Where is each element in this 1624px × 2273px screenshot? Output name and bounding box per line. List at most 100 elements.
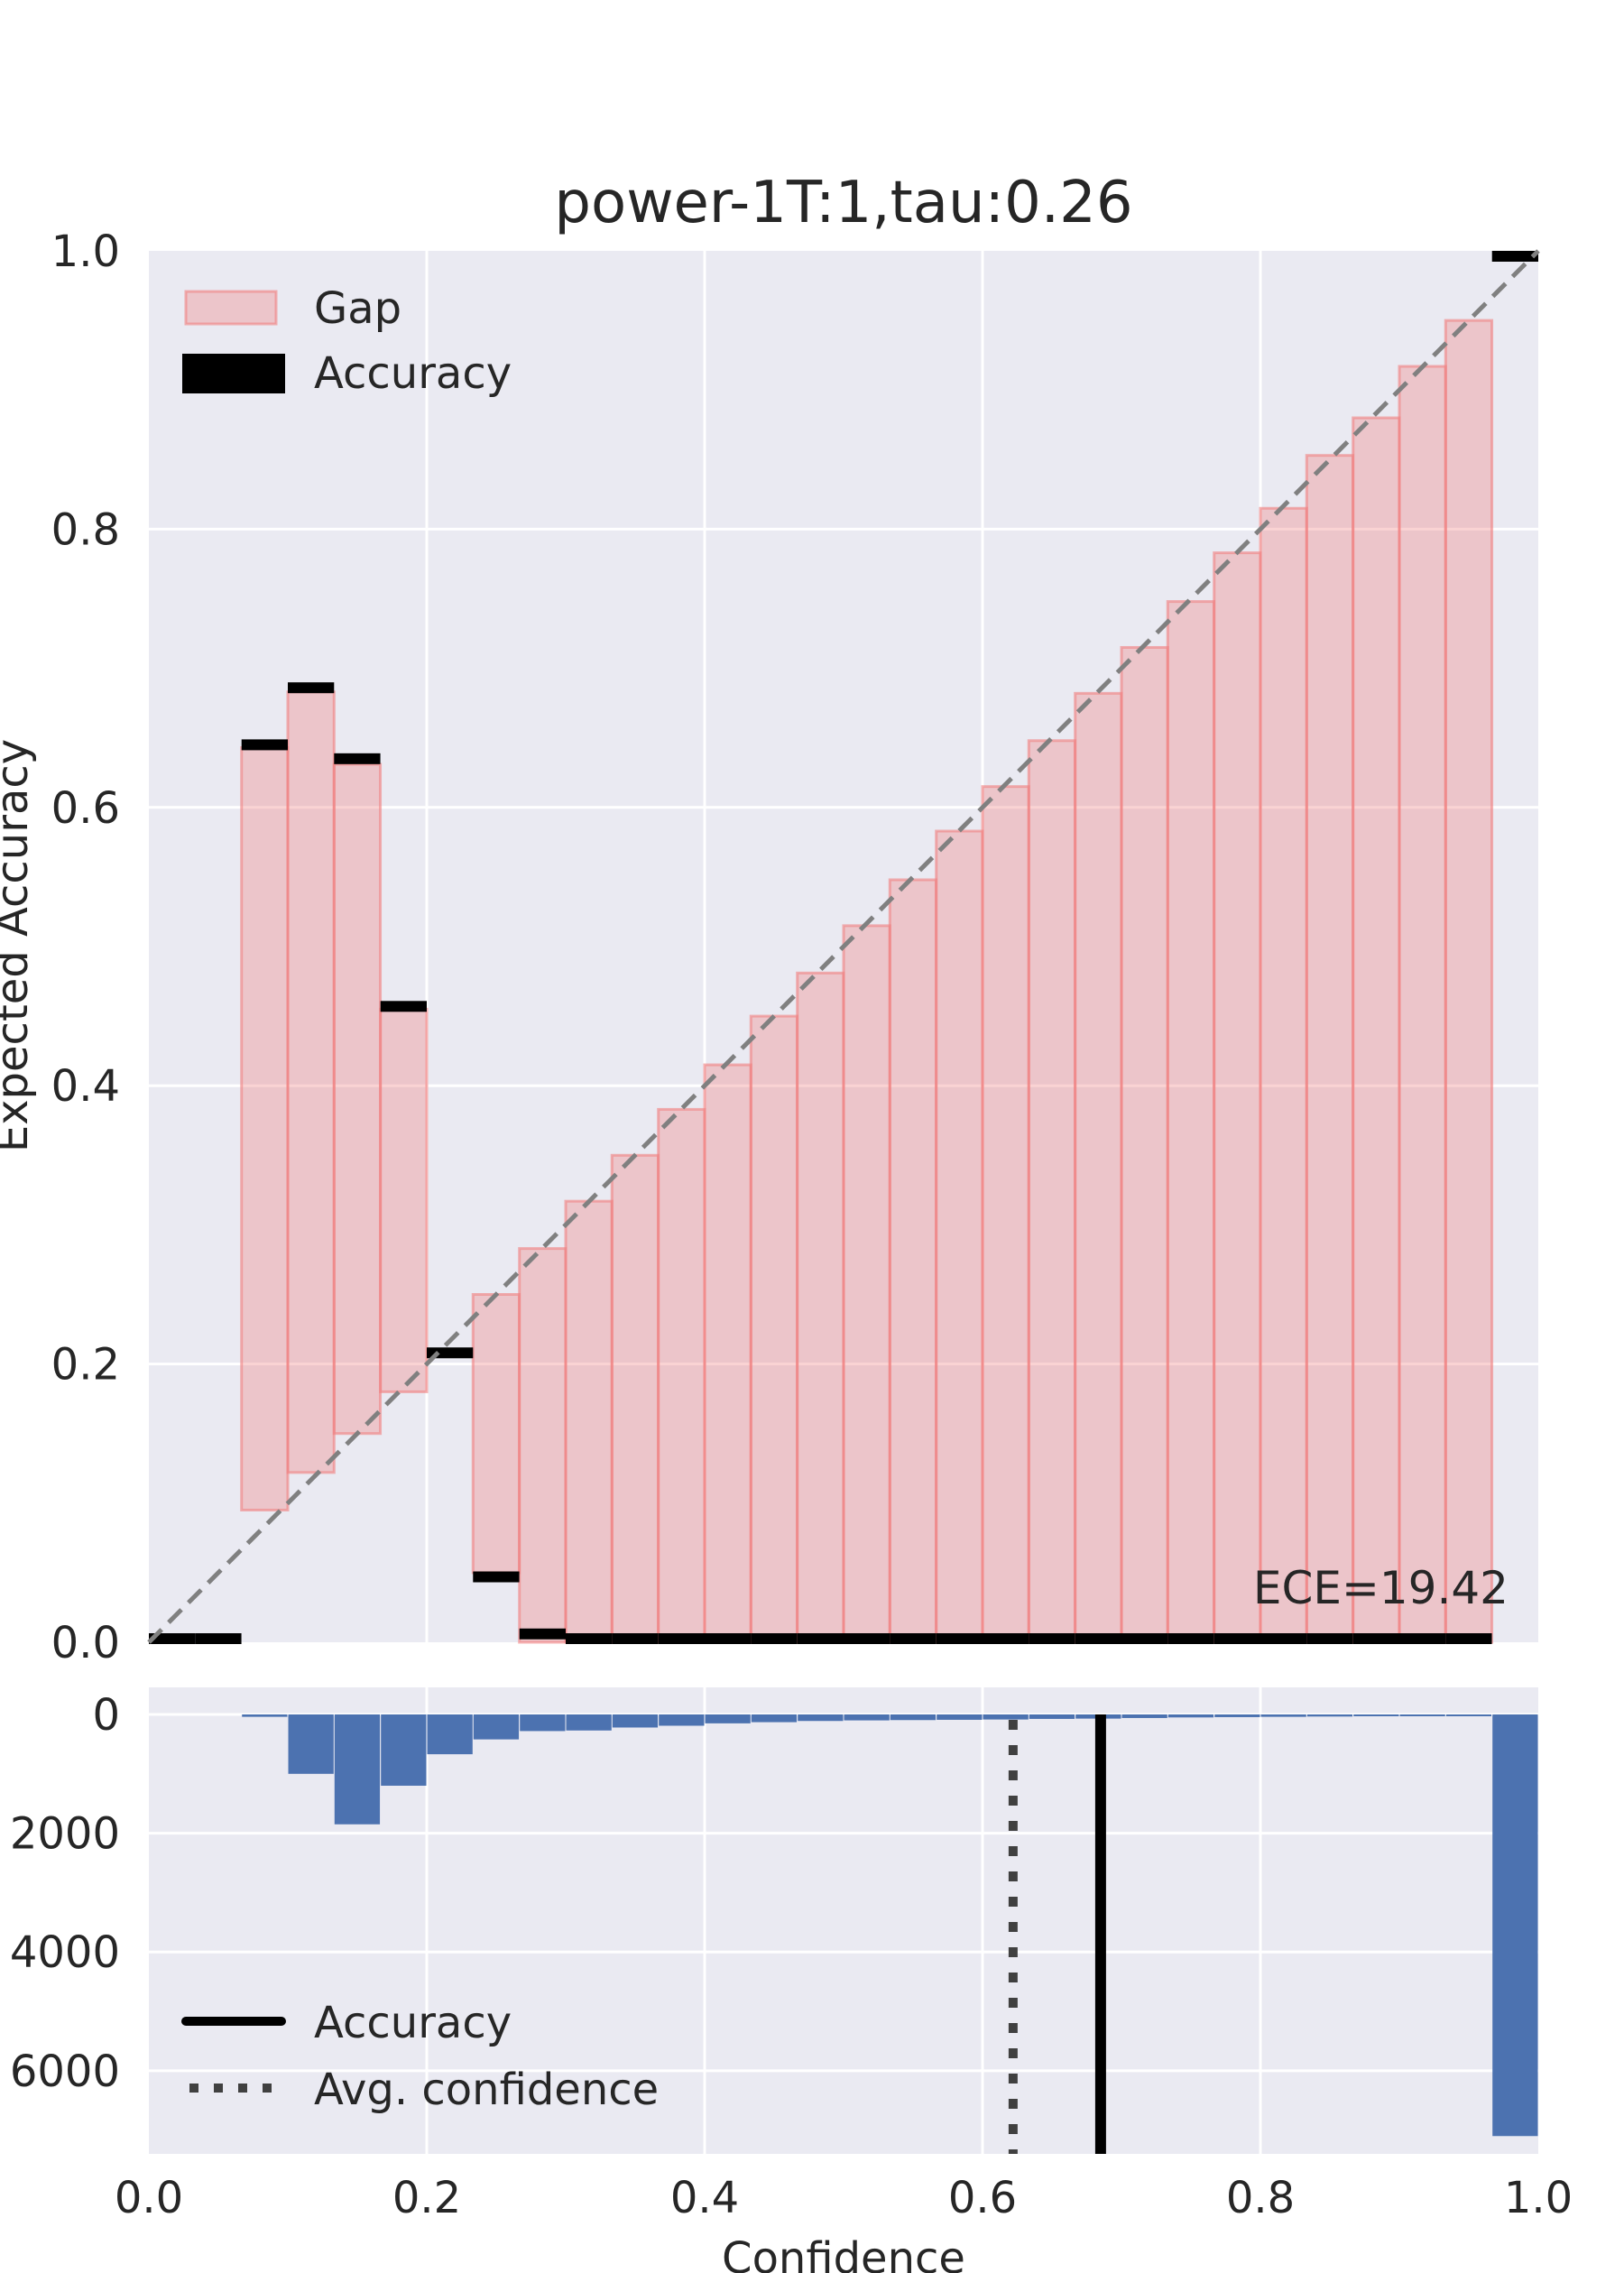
accuracy-bar [844, 1633, 890, 1644]
reliability-diagram: 0.0 0.2 0.4 0.6 0.8 1.0 power-1T:1,tau:0.26 E… [0, 170, 1540, 1668]
accuracy-bar [751, 1633, 798, 1644]
accuracy-bar [1075, 1633, 1121, 1644]
histogram-bar [242, 1714, 288, 1717]
histogram-y-tick-label: 6000 [10, 2047, 120, 2097]
gap-bar [842, 924, 891, 1644]
gap-bar [1027, 739, 1077, 1644]
confidence-histogram: 0 2000 4000 6000 0.0 0.2 0.4 0.6 0.8 1.0 Confide… [10, 1687, 1573, 2273]
gap-bar [518, 1247, 567, 1644]
histogram-bar [983, 1714, 1029, 1720]
histogram-bar [473, 1714, 520, 1740]
legend-swatch-gap [184, 290, 278, 326]
histogram-bar [1121, 1714, 1167, 1718]
histogram-bar [381, 1714, 427, 1786]
accuracy-bar [380, 1001, 427, 1012]
histogram-bar [659, 1714, 705, 1726]
accuracy-bar [1399, 1633, 1446, 1644]
histogram-bar [520, 1714, 566, 1732]
histogram-bar [890, 1714, 937, 1721]
histogram-bar [1029, 1714, 1075, 1719]
reliability-y-tick-labels: 0.0 0.2 0.4 0.6 0.8 1.0 [51, 226, 120, 1668]
y-tick-label: 1.0 [51, 226, 120, 277]
accuracy-bar [288, 682, 335, 694]
histogram-bar [1167, 1714, 1214, 1718]
x-tick-label: 1.0 [1504, 2173, 1573, 2223]
gap-bar [1074, 691, 1123, 1644]
y-tick-label: 0.4 [51, 1061, 120, 1112]
accuracy-bar [473, 1571, 520, 1583]
perfect-calibration-diagonal [147, 249, 1540, 1644]
accuracy-bar [658, 1633, 705, 1644]
gap-bar [1120, 645, 1169, 1644]
accuracy-bar [519, 1628, 566, 1640]
histogram-bar [427, 1714, 473, 1755]
accuracy-bar [195, 1633, 242, 1644]
accuracy-bar [1121, 1633, 1168, 1644]
accuracy-bar [1306, 1633, 1353, 1644]
histogram-bar [705, 1714, 751, 1723]
histogram-y-tick-label: 0 [92, 1690, 120, 1741]
legend-swatch-accuracy [182, 354, 285, 393]
accuracy-bar [936, 1633, 983, 1644]
y-tick-label: 0.2 [51, 1340, 120, 1391]
gap-bar [749, 1014, 799, 1644]
histogram-bar [334, 1714, 381, 1825]
legend-label-avg-confidence: Avg. confidence [314, 2065, 659, 2115]
histogram-bars [242, 1714, 1538, 2137]
accuracy-bars [149, 251, 1538, 1644]
gap-bar [935, 829, 984, 1644]
histogram-bar [1399, 1714, 1445, 1716]
accuracy-bar [149, 1633, 196, 1644]
histogram-bar [751, 1714, 798, 1723]
histogram-bar [1306, 1714, 1353, 1717]
y-tick-label: 0.0 [51, 1618, 120, 1668]
gap-bar [1259, 506, 1308, 1644]
legend-label-hist-accuracy: Accuracy [314, 1998, 512, 2048]
accuracy-bar [797, 1633, 844, 1644]
gap-bar [471, 1293, 521, 1575]
legend-label-accuracy: Accuracy [314, 348, 512, 399]
accuracy-bar [566, 1633, 613, 1644]
histogram-bar [937, 1714, 983, 1720]
gap-bar [240, 745, 290, 1512]
accuracy-bar [705, 1633, 752, 1644]
gap-bar [1444, 319, 1494, 1644]
accuracy-bar [612, 1633, 659, 1644]
histogram-bar [1260, 1714, 1306, 1717]
chart-title: power-1T:1,tau:0.26 [554, 170, 1132, 236]
gap-bar [1213, 551, 1262, 1644]
gap-bar [564, 1199, 614, 1644]
x-tick-label: 0.0 [115, 2173, 183, 2223]
histogram-bar [612, 1714, 659, 1728]
histogram-y-tick-labels: 0 2000 4000 6000 [10, 1690, 120, 2097]
gap-bar [286, 690, 336, 1474]
x-axis-label: Confidence [722, 2233, 965, 2273]
histogram-y-tick-label: 2000 [10, 1809, 120, 1860]
gap-bar [610, 1153, 660, 1644]
accuracy-bar [1167, 1633, 1214, 1644]
x-tick-labels: 0.0 0.2 0.4 0.6 0.8 1.0 [115, 2173, 1573, 2223]
legend-label-gap: Gap [314, 283, 401, 334]
accuracy-bar [1491, 251, 1538, 262]
accuracy-bar [1260, 1633, 1307, 1644]
histogram-legend: Accuracy Avg. confidence [181, 1998, 659, 2115]
accuracy-bar [1352, 1633, 1399, 1644]
accuracy-bar [1029, 1633, 1075, 1644]
histogram-bar [288, 1714, 334, 1774]
gap-bar [1352, 416, 1401, 1644]
reliability-legend: Gap Accuracy [182, 283, 512, 399]
gap-bar [332, 762, 383, 1436]
accuracy-bar [890, 1633, 937, 1644]
accuracy-bar [1213, 1633, 1260, 1644]
gap-bar [1166, 600, 1216, 1644]
accuracy-bar [983, 1633, 1029, 1644]
gap-bar [703, 1063, 752, 1644]
gap-bar [1398, 365, 1447, 1644]
histogram-bar [1445, 1714, 1492, 1716]
y-tick-label: 0.6 [51, 783, 120, 834]
x-tick-label: 0.4 [670, 2173, 739, 2223]
y-axis-label: Expected Accuracy [0, 739, 38, 1152]
accuracy-bar [334, 753, 381, 764]
histogram-bar [1353, 1714, 1399, 1716]
